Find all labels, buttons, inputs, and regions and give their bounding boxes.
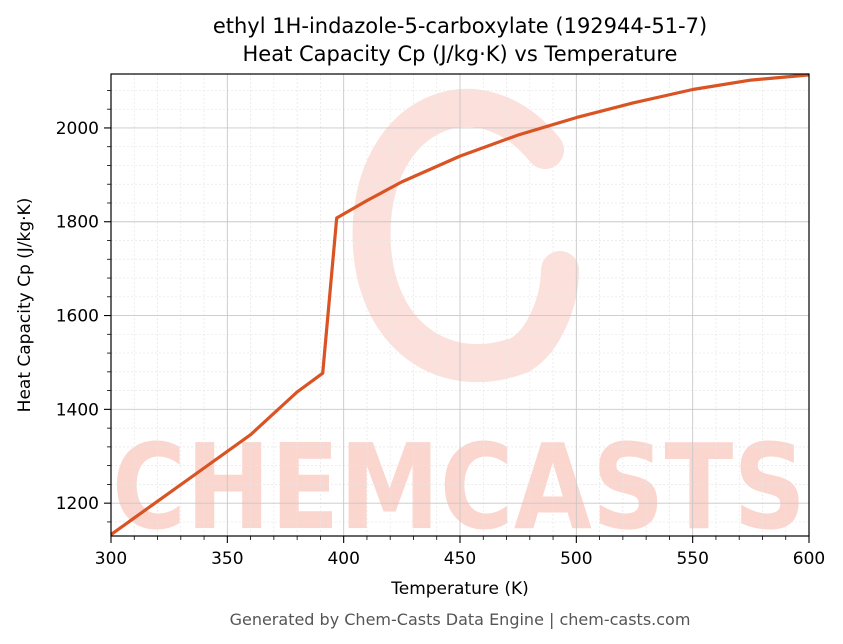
y-tick-label: 2000 <box>56 119 99 139</box>
chart-title: ethyl 1H-indazole-5-carboxylate (192944-… <box>213 14 707 38</box>
y-tick-label: 1200 <box>56 494 99 514</box>
x-axis: 300 350 400 450 500 550 600 <box>95 536 825 569</box>
footer-credit: Generated by Chem-Casts Data Engine | ch… <box>230 610 691 629</box>
y-tick-label: 1600 <box>56 307 99 327</box>
y-axis: 1200 1400 1600 1800 2000 <box>56 90 111 523</box>
series-line-cp <box>110 73 810 536</box>
x-tick-label: 350 <box>211 549 243 569</box>
x-tick-label: 300 <box>95 549 127 569</box>
x-tick-label: 400 <box>327 549 359 569</box>
x-tick-label: 600 <box>793 549 825 569</box>
watermark-swoosh <box>352 89 579 383</box>
y-tick-label: 1400 <box>56 400 99 420</box>
x-tick-label: 500 <box>560 549 592 569</box>
chart-subtitle: Heat Capacity Cp (J/kg·K) vs Temperature <box>243 42 678 66</box>
x-tick-label: 450 <box>444 549 476 569</box>
watermark-logo: CHEMCASTS <box>112 89 806 556</box>
y-axis-label: Heat Capacity Cp (J/kg·K) <box>15 198 35 413</box>
x-tick-label: 550 <box>676 549 708 569</box>
watermark-text: CHEMCASTS <box>112 418 806 556</box>
y-tick-label: 1800 <box>56 213 99 233</box>
x-axis-label: Temperature (K) <box>390 579 529 599</box>
